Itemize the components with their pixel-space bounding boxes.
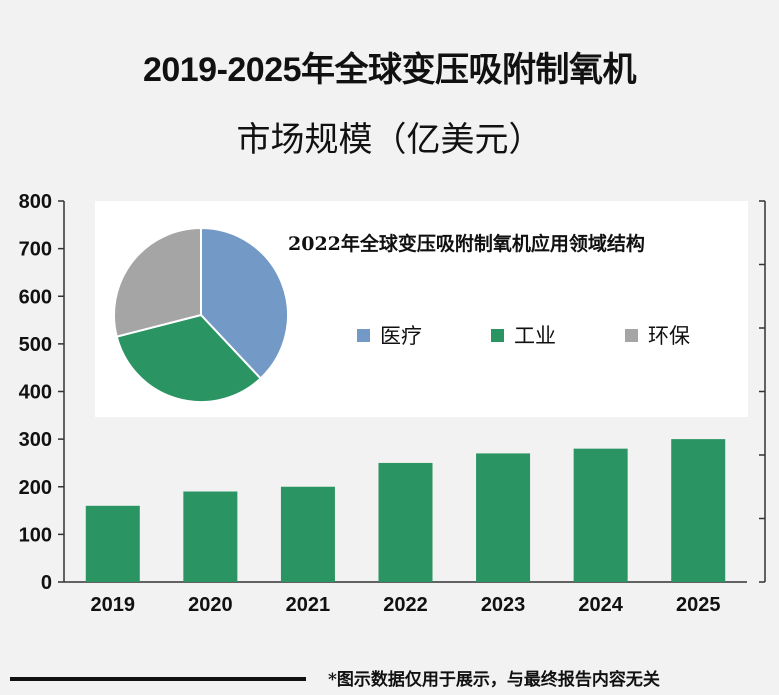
y-tick-label: 700 bbox=[19, 239, 52, 261]
x-tick-label: 2022 bbox=[383, 594, 428, 616]
legend-label-medical: 医疗 bbox=[380, 324, 422, 348]
y-tick-label: 100 bbox=[19, 524, 52, 546]
bar-2020 bbox=[183, 491, 238, 582]
y-tick-label: 600 bbox=[19, 286, 52, 308]
legend-swatch-industry bbox=[491, 328, 504, 342]
y-tick-label: 200 bbox=[19, 477, 52, 499]
y-tick-label: 400 bbox=[19, 382, 52, 404]
legend-item-industry: 工业 bbox=[491, 322, 556, 348]
x-tick-label: 2024 bbox=[578, 594, 623, 616]
footer-note: *图示数据仅用于展示，与最终报告内容无关 bbox=[328, 670, 660, 690]
legend-item-environment: 环保 bbox=[625, 322, 690, 348]
bar-2021 bbox=[280, 486, 335, 582]
bar-2019 bbox=[85, 505, 140, 582]
legend-item-medical: 医疗 bbox=[357, 322, 422, 348]
y-tick-label: 0 bbox=[41, 572, 52, 594]
pie-slice-industry bbox=[115, 313, 262, 403]
legend-swatch-environment bbox=[625, 328, 638, 342]
bar-2025 bbox=[671, 439, 726, 582]
bar-2022 bbox=[378, 462, 433, 582]
chart-title-line2: 市场规模（亿美元） bbox=[236, 120, 543, 160]
y-tick-label: 300 bbox=[19, 429, 52, 451]
legend-swatch-medical bbox=[357, 328, 370, 342]
bar-2023 bbox=[476, 453, 531, 582]
bar-2024 bbox=[573, 448, 628, 582]
x-tick-label: 2019 bbox=[91, 594, 136, 616]
legend-label-environment: 环保 bbox=[648, 324, 690, 348]
chart-title-line1: 2019-2025年全球变压吸附制氧机 bbox=[142, 51, 637, 89]
pie-slice-environment bbox=[113, 226, 202, 338]
footer-rule bbox=[10, 677, 306, 681]
y-tick-label: 800 bbox=[19, 191, 52, 213]
x-tick-label: 2023 bbox=[481, 594, 526, 616]
x-tick-label: 2021 bbox=[286, 594, 331, 616]
legend-label-industry: 工业 bbox=[514, 324, 556, 348]
pie-slice-medical bbox=[200, 226, 289, 380]
x-tick-label: 2020 bbox=[188, 594, 233, 616]
x-tick-label: 2025 bbox=[676, 594, 721, 616]
y-tick-label: 500 bbox=[19, 334, 52, 356]
pie-title: 2022年全球变压吸附制氧机应用领域结构 bbox=[288, 233, 645, 255]
